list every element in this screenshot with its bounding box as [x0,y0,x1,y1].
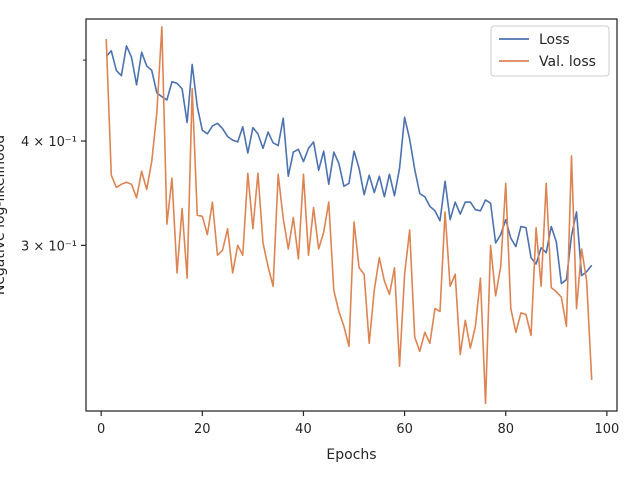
legend-label-loss: Loss [539,32,570,48]
x-tick-label-100: 100 [594,422,619,437]
series-line-1 [105,26,593,405]
x-tick-label-20: 20 [194,422,211,437]
series-line-0 [105,45,593,285]
x-axis-label: Epochs [326,447,376,463]
x-tick-label-60: 60 [396,422,413,437]
x-axis: 0 20 40 60 80 100 [97,411,619,437]
y-axis-label: Negative log-likelihood [0,135,8,295]
y-tick-label-1: 4 × 10⁻¹ [21,135,77,150]
x-tick-label-80: 80 [497,422,514,437]
legend: Loss Val. loss [490,25,610,77]
x-tick-label-0: 0 [97,422,105,437]
x-tick-label-40: 40 [295,422,312,437]
legend-label-val-loss: Val. loss [539,54,596,70]
y-tick-label-0: 3 × 10⁻¹ [21,239,77,254]
plot-frame [85,18,618,412]
y-axis: 3 × 10⁻¹ 4 × 10⁻¹ [21,59,86,254]
series-layer [105,26,593,405]
